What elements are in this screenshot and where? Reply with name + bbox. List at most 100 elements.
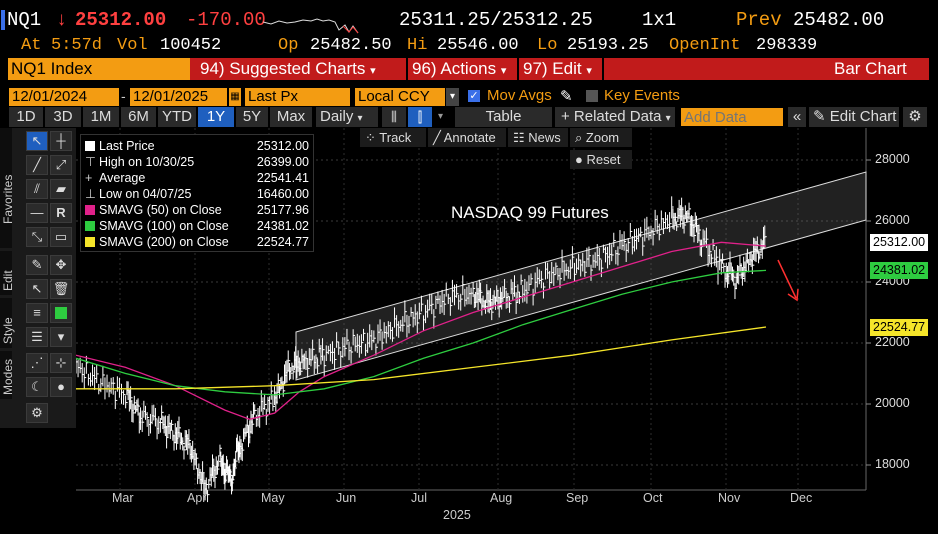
open-price: 25482.50 [310, 36, 392, 55]
x-tick-label: Jul [411, 491, 427, 505]
select-icon[interactable]: ↖ [26, 279, 48, 299]
legend-value: 26399.00 [256, 155, 309, 169]
palette-icon[interactable]: ● [50, 377, 72, 397]
range-5y[interactable]: 5Y [236, 107, 269, 127]
text-icon[interactable]: R [50, 203, 72, 223]
news-tool[interactable]: ☷ News [508, 128, 568, 147]
rectangle-icon[interactable]: ▭ [50, 227, 72, 247]
last-price: 25312.00 [75, 9, 167, 31]
ray-icon[interactable]: ⤢ [50, 155, 72, 175]
x-tick-label: Jun [336, 491, 357, 505]
tab-edit[interactable]: Edit [0, 251, 15, 295]
trendline-icon[interactable]: ╱ [26, 155, 48, 175]
fibonacci-icon[interactable]: ⤡ [26, 227, 48, 247]
x-tick-label: Aug [490, 491, 513, 505]
channel-icon[interactable]: ⫽ [26, 179, 48, 199]
range-1m[interactable]: 1M [83, 107, 120, 127]
news-label: News [528, 130, 561, 145]
tab-modes[interactable]: Modes [0, 351, 15, 399]
key-events-checkbox[interactable] [586, 90, 598, 102]
brush-icon[interactable]: ✎ [26, 255, 48, 275]
bid-ask-size: 1x1 [642, 9, 677, 31]
legend-item[interactable]: Last Price [85, 138, 155, 154]
legend-value: 25177.96 [256, 203, 309, 217]
add-data-input[interactable] [681, 108, 783, 126]
legend-item[interactable]: SMAVG (200) on Close [85, 234, 229, 250]
trash-icon[interactable]: 🗑 [50, 279, 72, 299]
news-icon: ☷ [513, 130, 529, 145]
ticker[interactable]: NQ1 [7, 9, 42, 31]
intraday-sparkline [263, 18, 359, 34]
end-date-field[interactable]: 12/01/2025 [130, 88, 227, 106]
line-style-icon[interactable]: ☰ [26, 327, 48, 347]
bar-style-icon[interactable]: ⫼ [382, 107, 406, 127]
range-6m[interactable]: 6M [121, 107, 157, 127]
line-weight-icon[interactable]: ≡ [26, 303, 48, 323]
legend-item[interactable]: + Average [85, 170, 145, 186]
horizontal-line-icon[interactable]: — [26, 203, 48, 223]
track-icon: ⁘ [365, 130, 380, 145]
currency-select[interactable]: Local CCY [355, 88, 445, 106]
settings-gear-icon[interactable]: ⚙ [26, 403, 48, 423]
range-ytd[interactable]: YTD [158, 107, 197, 127]
currency-dropdown-icon[interactable]: ▾ [446, 88, 459, 106]
start-date-field[interactable]: 12/01/2024 [9, 88, 119, 106]
style-dropdown-icon[interactable]: ▾ [438, 111, 444, 122]
related-data-button[interactable]: + Related Data ▾ [555, 107, 675, 127]
suggested-charts-menu[interactable]: 94) Suggested Charts ▾ [198, 58, 376, 80]
range-1d[interactable]: 1D [9, 107, 44, 127]
bar-chart-icon[interactable]: ⫿ [408, 107, 432, 127]
zoom-label: Zoom [585, 130, 620, 145]
collapse-left-icon[interactable]: « [788, 107, 806, 127]
caret-down-icon: ▾ [665, 113, 671, 124]
field-select[interactable]: Last Px [245, 88, 350, 106]
table-button[interactable]: Table [455, 107, 552, 127]
range-3d[interactable]: 3D [45, 107, 82, 127]
calendar-icon[interactable]: ▦ [229, 88, 241, 106]
periodicity-select[interactable]: Daily ▾ [316, 107, 378, 127]
gear-icon[interactable]: ⚙ [903, 107, 927, 127]
reset-button[interactable]: ● Reset [570, 150, 632, 169]
pencil-icon[interactable]: ✎ [560, 88, 573, 105]
legend-label: High on 10/30/25 [99, 155, 195, 169]
mov-avgs-checkbox[interactable]: ✓ [468, 90, 480, 102]
legend-item[interactable]: SMAVG (50) on Close [85, 202, 222, 218]
magnet-icon[interactable]: ☾ [26, 377, 48, 397]
tab-style[interactable]: Style [0, 298, 15, 348]
fill-icon[interactable]: ▾ [50, 327, 72, 347]
range-1y[interactable]: 1Y [198, 107, 235, 127]
x-tick-label: Nov [718, 491, 741, 505]
edit-chart-label: Edit Chart [829, 108, 897, 125]
high-price: 25546.00 [437, 36, 519, 55]
tab-favorites[interactable]: Favorites [0, 128, 15, 248]
zoom-tool[interactable]: ⌕ Zoom [570, 128, 632, 147]
legend-label: Low on 04/07/25 [99, 187, 192, 201]
edit-menu[interactable]: 97) Edit ▾ [521, 58, 592, 80]
security-field[interactable]: NQ1 Index [8, 58, 190, 80]
price-chart[interactable] [76, 128, 938, 534]
edit-label: 97) Edit [523, 59, 582, 78]
range-max[interactable]: Max [270, 107, 313, 127]
color-swatch-icon[interactable] [50, 303, 72, 323]
actions-menu[interactable]: 96) Actions ▾ [410, 58, 506, 80]
crosshair-icon[interactable]: ┼ [50, 131, 72, 151]
chart-type-title: Bar Chart [834, 59, 907, 78]
caret-down-icon: ▾ [586, 65, 592, 77]
quote-time: 5:57d [51, 36, 103, 55]
annotation-arrow[interactable] [777, 259, 797, 299]
dotted-line-icon[interactable]: ⋰ [26, 353, 48, 373]
pointer-icon[interactable]: ↖ [26, 131, 48, 151]
track-tool[interactable]: ⁘ Track [360, 128, 426, 147]
band-icon[interactable]: ▰ [50, 179, 72, 199]
move-icon[interactable]: ✥ [50, 255, 72, 275]
legend-item[interactable]: SMAVG (100) on Close [85, 218, 229, 234]
zoom-icon: ⌕ [575, 130, 586, 145]
legend-label: SMAVG (200) on Close [99, 235, 229, 249]
y-tick-label: 28000 [875, 152, 910, 166]
edit-chart-button[interactable]: ✎ Edit Chart [809, 107, 899, 127]
legend-swatch [85, 237, 95, 247]
annotate-tool[interactable]: ╱ Annotate [428, 128, 506, 147]
legend-item[interactable]: ⊤ High on 10/30/25 [85, 154, 194, 170]
legend-item[interactable]: ⊥ Low on 04/07/25 [85, 186, 191, 202]
snap-icon[interactable]: ⊹ [50, 353, 72, 373]
